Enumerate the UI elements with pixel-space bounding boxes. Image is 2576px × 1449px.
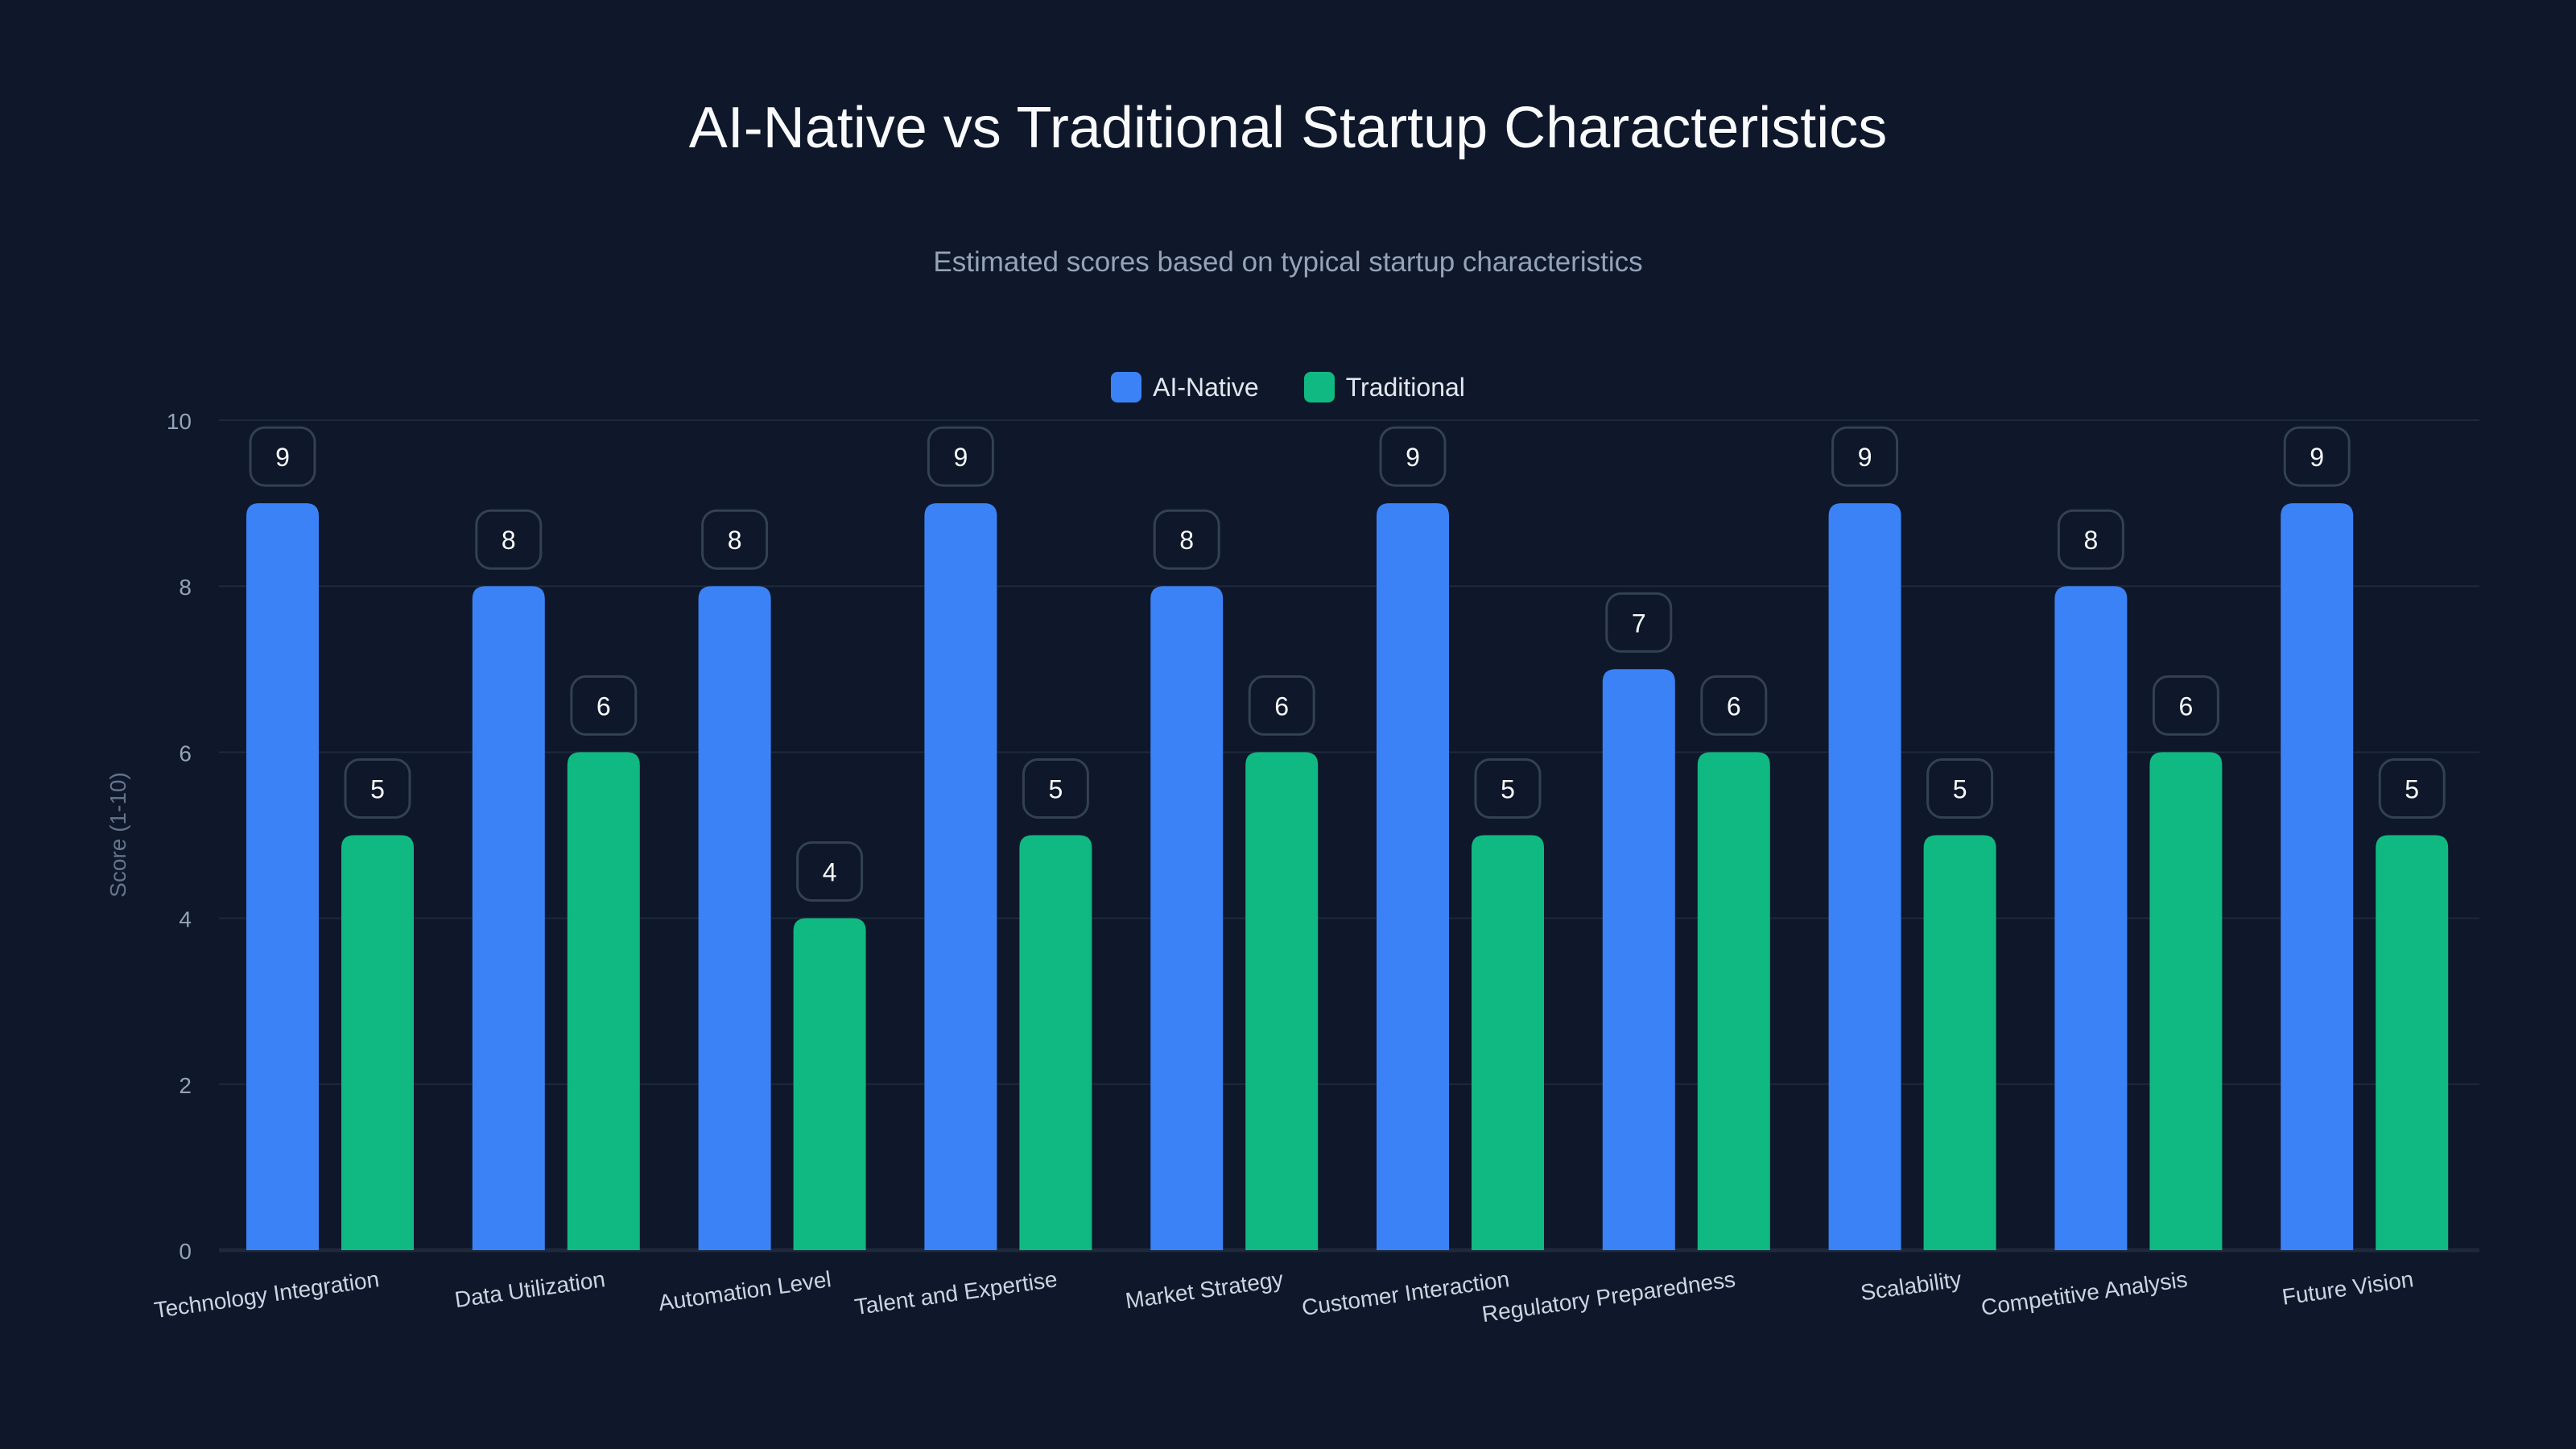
data-label-box [1474,758,1542,819]
data-label: 9 [2310,443,2324,472]
data-label-box [1022,758,1089,819]
data-label-box [344,758,411,819]
bar-traditional [1697,752,1770,1250]
data-label: 6 [2179,691,2194,720]
data-label-box [796,841,864,902]
y-axis-label: Score (1-10) [105,772,130,898]
chart-subtitle: Estimated scores based on typical startu… [933,246,1643,278]
data-label: 5 [1953,775,1967,804]
bar-ai-native [472,586,545,1250]
data-label-box [1153,509,1220,570]
data-label-box [570,675,638,736]
data-label-box [701,509,769,570]
data-label-box [1379,426,1447,487]
y-tick-label: 2 [179,1073,192,1098]
data-label-box [2378,758,2446,819]
data-label: 8 [728,526,742,555]
x-tick-label: Automation Level [657,1266,833,1315]
x-tick-label: Competitive Analysis [1979,1266,2189,1320]
bar-ai-native [1602,669,1675,1250]
data-label-box [927,426,994,487]
data-label: 8 [1179,526,1194,555]
x-tick-label: Technology Integration [153,1266,381,1323]
bar-traditional [1019,835,1092,1250]
legend: AI-Native Traditional [0,372,2576,402]
bar-ai-native [1377,503,1449,1250]
bar-traditional [2149,752,2223,1250]
data-label: 9 [275,443,290,472]
data-label: 9 [954,443,968,472]
x-tick-label: Data Utilization [453,1266,607,1312]
data-label-box [2283,426,2351,487]
data-label: 8 [2084,526,2099,555]
data-label-box [2152,675,2219,736]
data-label-box [1926,758,1994,819]
x-tick-label: Market Strategy [1124,1266,1285,1313]
bar-traditional [1472,835,1544,1250]
bar-traditional [1923,835,1996,1250]
data-label-box [1248,675,1315,736]
data-label: 6 [597,691,611,720]
data-label: 5 [1049,775,1063,804]
x-tick-label: Regulatory Preparedness [1480,1266,1737,1327]
bar-ai-native [1828,503,1901,1250]
bar-ai-native [698,586,771,1250]
data-label-box [1700,675,1768,736]
chart-title: AI-Native vs Traditional Startup Charact… [688,96,1888,160]
data-label: 9 [1406,443,1420,472]
data-label: 8 [502,526,516,555]
x-tick-label: Talent and Expertise [853,1266,1059,1319]
bar-ai-native [2054,586,2128,1250]
data-label-box [475,509,543,570]
bar-traditional [341,835,414,1250]
legend-label: AI-Native [1153,372,1259,402]
data-label: 7 [1632,609,1646,638]
data-label: 6 [1727,691,1741,720]
bar-ai-native [2281,503,2354,1250]
data-label-box [1831,426,1899,487]
data-label-box [249,426,316,487]
data-label: 5 [2405,775,2419,804]
bar-ai-native [924,503,997,1250]
data-label-box [2057,509,2124,570]
legend-swatch-ai-native [1111,372,1142,402]
data-label: 4 [823,858,837,887]
data-label-box [1605,592,1673,653]
x-tick-label: Future Vision [2281,1266,2415,1310]
y-tick-label: 4 [179,907,192,932]
legend-item-traditional[interactable]: Traditional [1303,372,1465,402]
y-tick-label: 6 [179,741,192,766]
legend-swatch-traditional [1303,372,1335,402]
bar-traditional [793,918,866,1250]
bar-ai-native [246,503,319,1250]
y-tick-label: 0 [179,1239,192,1264]
legend-item-ai-native[interactable]: AI-Native [1111,372,1259,402]
bar-traditional [567,752,640,1250]
bar-traditional [1245,752,1319,1250]
data-label: 5 [370,775,385,804]
legend-label: Traditional [1345,372,1465,402]
data-label: 5 [1501,775,1515,804]
x-tick-label: Scalability [1859,1266,1963,1305]
bar-traditional [2376,835,2449,1250]
data-label: 6 [1274,691,1289,720]
x-tick-label: Customer Interaction [1300,1266,1511,1320]
bar-ai-native [1150,586,1224,1250]
data-label: 9 [1858,443,1872,472]
y-tick-label: 8 [179,575,192,600]
y-tick-label: 10 [167,409,192,434]
